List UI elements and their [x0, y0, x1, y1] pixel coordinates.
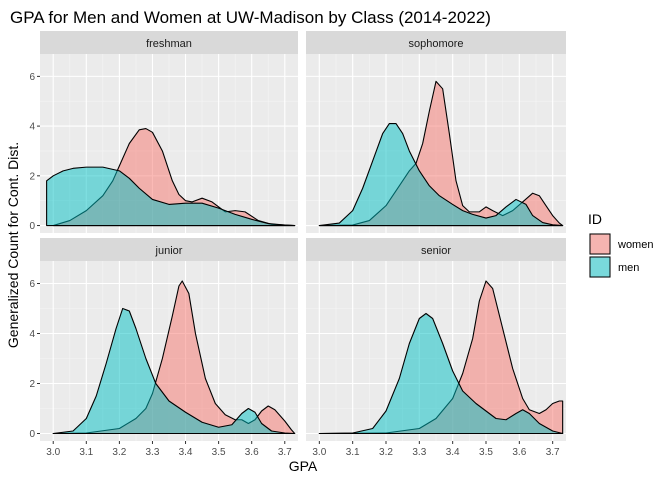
x-tick-label: 3.2: [379, 447, 393, 458]
strip-label-freshman: freshman: [146, 38, 192, 50]
strip-sophomore: [306, 31, 566, 54]
density-area-men: [46, 166, 296, 227]
x-tick-label: 3.1: [79, 447, 93, 458]
y-tick-label: 6: [29, 72, 35, 83]
legend-title: ID: [588, 211, 602, 227]
x-tick-label: 3.3: [412, 447, 426, 458]
x-tick-label: 3.6: [245, 447, 259, 458]
y-tick-label: 4: [29, 329, 35, 340]
density-area-men: [52, 307, 296, 435]
x-tick-label: 3.0: [46, 447, 60, 458]
legend-items: women men: [589, 233, 653, 278]
y-axis-title: Generalized Count for Cont. Dist.: [5, 142, 21, 348]
legend-label-men: men: [618, 262, 639, 274]
x-tick-label: 3.0: [312, 447, 326, 458]
strip-junior: [40, 238, 298, 261]
x-tick-label: 3.7: [278, 447, 292, 458]
panel-senior: senior 3.0 3.1 3.2 3.3 3.4 3.5 3.6 3.7: [306, 238, 566, 458]
x-tick-label: 3.6: [512, 447, 526, 458]
x-tick-label: 3.7: [546, 447, 560, 458]
x-tick-label: 3.5: [479, 447, 493, 458]
x-tick-label: 3.5: [212, 447, 226, 458]
legend-label-women: women: [617, 239, 653, 251]
x-tick-label: 3.1: [346, 447, 360, 458]
x-tick-label: 3.3: [146, 447, 160, 458]
legend: ID women men: [588, 211, 653, 278]
y-tick-label: 0: [29, 221, 35, 232]
x-tick-label: 3.2: [112, 447, 126, 458]
strip-label-junior: junior: [155, 245, 183, 257]
strip-label-senior: senior: [421, 245, 451, 257]
strip-senior: [306, 238, 566, 261]
y-tick-label: 2: [29, 379, 35, 390]
x-tick-label: 3.4: [179, 447, 193, 458]
y-tick-label: 0: [29, 429, 35, 440]
y-tick-label: 2: [29, 171, 35, 182]
strip-label-sophomore: sophomore: [408, 38, 463, 50]
strip-freshman: [40, 31, 298, 54]
y-tick-label: 4: [29, 122, 35, 133]
panel-sophomore: sophomore: [306, 31, 566, 233]
panel-freshman: freshman 0 2 4 6: [29, 31, 298, 233]
y-tick-label: 6: [29, 279, 35, 290]
x-axis-title: GPA: [289, 458, 318, 474]
chart-title: GPA for Men and Women at UW-Madison by C…: [10, 8, 491, 27]
legend-swatch-women: [589, 233, 611, 255]
density-area-men: [318, 312, 564, 435]
x-tick-label: 3.4: [446, 447, 460, 458]
panel-junior: junior 0 2 4 6 3.0 3.1 3.2 3.3 3.4 3.5 3.6 3.7: [29, 238, 298, 458]
density-area-men: [318, 123, 564, 227]
panels: freshman 0 2 4 6 sophomore junior 0 2 4 6 3.0 3.1 3.2…: [29, 31, 566, 458]
legend-swatch-men: [589, 256, 611, 278]
